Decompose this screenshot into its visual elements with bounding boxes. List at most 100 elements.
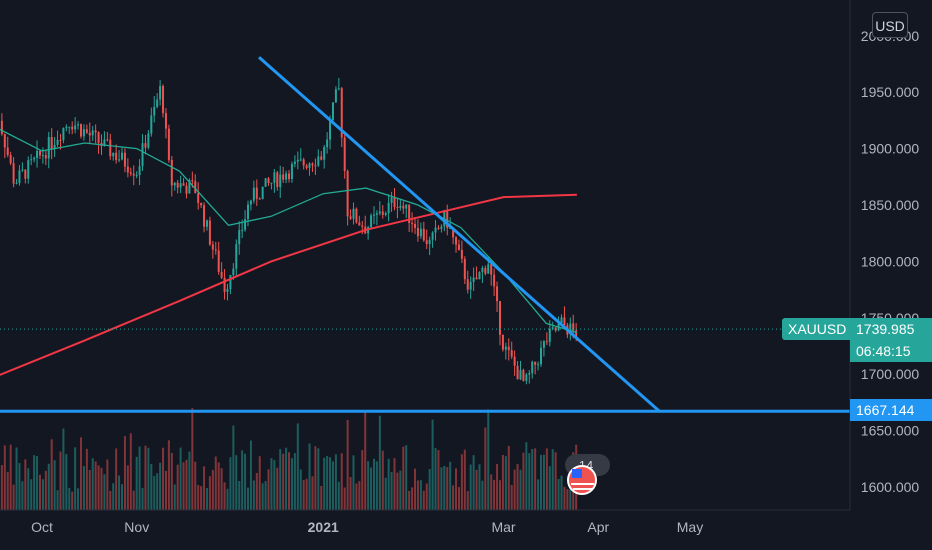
candle-body bbox=[460, 249, 463, 259]
volume-bar bbox=[525, 442, 528, 510]
candle-body bbox=[135, 175, 138, 177]
candle-body bbox=[314, 165, 317, 167]
volume-bar bbox=[65, 454, 68, 510]
candle-body bbox=[208, 220, 211, 245]
price-axis[interactable]: 1600.0001650.0001700.0001750.0001800.000… bbox=[861, 28, 920, 495]
volume-bar bbox=[153, 475, 156, 510]
volume-bar bbox=[457, 487, 460, 510]
candle-body bbox=[425, 240, 428, 244]
volume-bar bbox=[302, 479, 305, 510]
volume-bar bbox=[150, 463, 153, 510]
volume-bar bbox=[200, 486, 203, 510]
candle-body bbox=[47, 137, 50, 159]
level-price-tag: 1667.144 bbox=[850, 399, 932, 421]
candle-body bbox=[496, 286, 499, 302]
candle-body bbox=[273, 172, 276, 183]
candle-body bbox=[493, 274, 496, 287]
volume-bar bbox=[431, 419, 434, 510]
volume-bar bbox=[408, 490, 411, 510]
volume-bar bbox=[144, 445, 147, 510]
volume-bar bbox=[384, 477, 387, 510]
volume-bar bbox=[41, 479, 44, 510]
volume-bar bbox=[232, 425, 235, 510]
candle-body bbox=[132, 173, 135, 176]
volume-bar bbox=[12, 484, 15, 510]
candle-body bbox=[405, 204, 408, 209]
candle-body bbox=[296, 159, 299, 162]
candle-body bbox=[384, 213, 387, 215]
candle-body bbox=[455, 237, 458, 245]
volume-bar bbox=[38, 474, 41, 510]
volume-bar bbox=[364, 412, 367, 510]
candle-body bbox=[487, 264, 490, 274]
candle-body bbox=[361, 225, 364, 227]
volume-bar bbox=[501, 455, 504, 510]
volume-bar bbox=[290, 458, 293, 510]
volume-bar bbox=[56, 490, 59, 510]
volume-bar bbox=[194, 461, 197, 510]
volume-bar bbox=[261, 483, 264, 510]
candle-body bbox=[56, 139, 59, 145]
candle-body bbox=[545, 341, 548, 343]
candle-body bbox=[478, 272, 481, 280]
candle-body bbox=[279, 174, 282, 188]
volume-bar bbox=[460, 454, 463, 510]
volume-bar bbox=[563, 486, 566, 510]
candle-body bbox=[416, 227, 419, 237]
volume-bar bbox=[317, 448, 320, 510]
candle-body bbox=[352, 208, 355, 219]
trendline[interactable] bbox=[258, 56, 661, 413]
candle-body bbox=[162, 85, 165, 114]
volume-bar bbox=[77, 488, 80, 510]
currency-button[interactable]: USD bbox=[872, 12, 908, 38]
volume-bar bbox=[132, 490, 135, 510]
candle-body bbox=[255, 187, 258, 199]
volume-bar bbox=[516, 464, 519, 510]
volume-bar bbox=[9, 444, 12, 510]
volume-bar bbox=[337, 481, 340, 510]
volume-bar bbox=[510, 484, 513, 510]
time-axis[interactable]: Oct Nov 2021 Mar Apr May bbox=[31, 519, 703, 535]
candle-body bbox=[452, 227, 455, 238]
candle-body bbox=[358, 222, 361, 226]
candle-body bbox=[305, 165, 308, 168]
candle-body bbox=[147, 133, 150, 148]
volume-bar bbox=[381, 450, 384, 510]
candle-body bbox=[311, 163, 314, 166]
volume-bar bbox=[331, 461, 334, 510]
candle-body bbox=[205, 220, 208, 227]
volume-bar bbox=[308, 443, 311, 510]
candle-body bbox=[71, 126, 74, 130]
volume-bar bbox=[355, 483, 358, 510]
volume-bar bbox=[478, 464, 481, 510]
candle-body bbox=[334, 89, 337, 103]
volume-bar bbox=[229, 457, 232, 510]
candle-body bbox=[548, 328, 551, 342]
candle-body bbox=[88, 132, 91, 136]
candle-body bbox=[519, 369, 522, 380]
volume-bar bbox=[141, 487, 144, 510]
volume-bar bbox=[414, 468, 417, 510]
volume-bar bbox=[179, 447, 182, 510]
volume-bar bbox=[21, 481, 24, 510]
volume-bar bbox=[173, 484, 176, 510]
candle-body bbox=[411, 223, 414, 225]
volume-bar bbox=[203, 466, 206, 510]
candle-body bbox=[378, 211, 381, 214]
volume-bar bbox=[545, 448, 548, 510]
volume-bar bbox=[170, 452, 173, 510]
candle-body bbox=[79, 124, 82, 137]
economic-event-marker[interactable]: 14 bbox=[565, 454, 610, 495]
volume-bar bbox=[452, 485, 455, 510]
candle-body bbox=[431, 232, 434, 240]
candle-body bbox=[317, 156, 320, 166]
volume-bar bbox=[79, 437, 82, 510]
volume-bar bbox=[475, 469, 478, 510]
candle-body bbox=[534, 361, 537, 365]
volume-bar bbox=[74, 447, 77, 510]
volume-bar bbox=[352, 455, 355, 510]
candle-body bbox=[302, 159, 305, 166]
candle-body bbox=[522, 369, 525, 381]
candle-body bbox=[247, 204, 250, 220]
